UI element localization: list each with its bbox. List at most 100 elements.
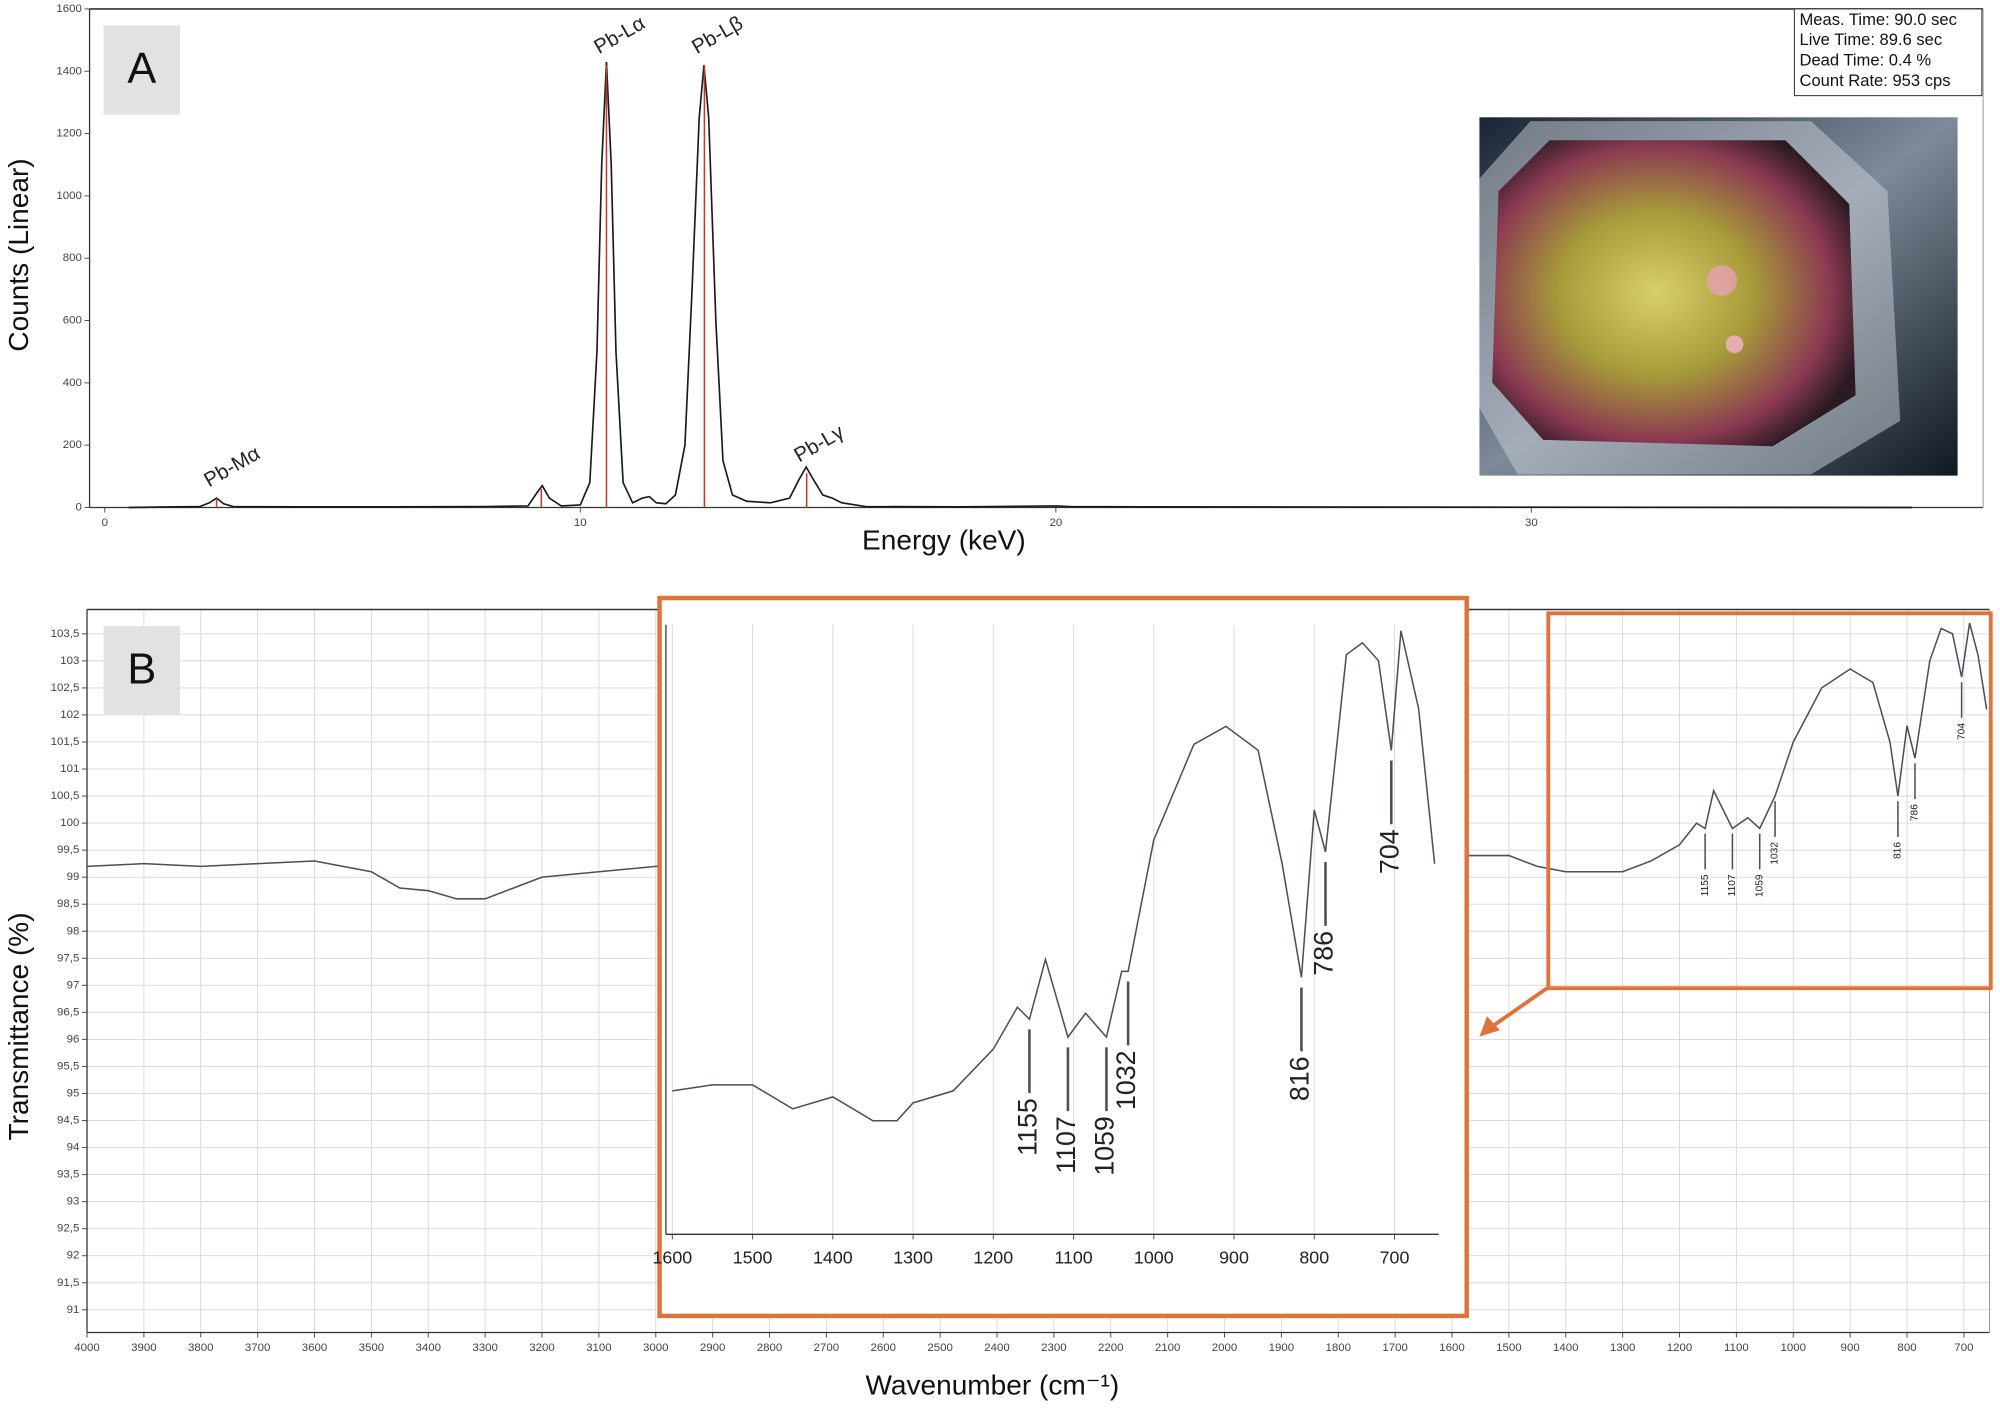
x-tick-label: 2800 [757, 1342, 783, 1354]
y-tick-label: 99 [67, 871, 80, 883]
x-tick-label: 2700 [814, 1342, 840, 1354]
peak-label: 1032 [1770, 842, 1781, 865]
x-tick-label: 2900 [700, 1342, 726, 1354]
x-tick-label: 1600 [652, 1247, 692, 1267]
peak-label: Pb-Lα [590, 12, 649, 59]
x-tick-label: 10 [574, 517, 587, 529]
x-tick-label: 900 [1841, 1342, 1860, 1354]
peak-label: 1107 [1051, 1116, 1081, 1174]
info-text: Dead Time: 0.4 % [1799, 51, 1931, 70]
y-tick-label: 92 [67, 1250, 80, 1262]
peak-label: 786 [1910, 804, 1921, 821]
x-tick-label: 3100 [586, 1342, 612, 1354]
y-tick-label: 200 [63, 439, 82, 451]
x-tick-label: 1400 [813, 1247, 853, 1267]
photo-highlight [1725, 335, 1744, 354]
x-tick-label: 800 [1897, 1342, 1916, 1354]
x-tick-label: 1200 [973, 1247, 1013, 1267]
x-tick-label: 2300 [1041, 1342, 1067, 1354]
y-tick-label: 0 [76, 502, 82, 514]
y-tick-label: 103,5 [51, 628, 80, 640]
info-box [1793, 8, 1983, 97]
photo-gem [1492, 140, 1856, 447]
y-tick-label: 97,5 [57, 952, 79, 964]
peak-label: Pb-Lγ [791, 421, 849, 467]
y-tick-label: 91 [67, 1304, 80, 1316]
y-tick-label: 93 [67, 1196, 80, 1208]
y-tick-label: 1200 [56, 128, 82, 140]
x-tick-label: 1200 [1667, 1342, 1693, 1354]
zoom-arrow [1491, 986, 1549, 1029]
y-tick-label: 91,5 [57, 1277, 79, 1289]
peak-label: 1155 [1700, 874, 1711, 896]
y-tick-label: 93,5 [57, 1169, 79, 1181]
x-tick-label: 700 [1380, 1247, 1410, 1267]
x-axis-title: Wavenumber (cm⁻¹) [865, 1370, 1119, 1401]
peak-label: Pb-Mα [201, 442, 265, 491]
x-tick-label: 3500 [359, 1342, 385, 1354]
y-tick-label: 1000 [56, 190, 82, 202]
peak-label: 704 [1956, 723, 1967, 740]
x-tick-label: 3900 [131, 1342, 157, 1354]
x-tick-label: 1300 [1610, 1342, 1636, 1354]
y-tick-label: 600 [63, 315, 82, 327]
peak-label: 1032 [1111, 1050, 1141, 1110]
y-tick-label: 400 [63, 377, 82, 389]
x-tick-label: 2100 [1155, 1342, 1181, 1354]
series-line [86, 622, 1988, 900]
x-tick-label: 3800 [188, 1342, 214, 1354]
x-tick-label: 2000 [1212, 1342, 1238, 1354]
series-line [128, 61, 1912, 509]
y-tick-label: 800 [63, 252, 82, 264]
y-tick-label: 103 [60, 655, 79, 667]
x-tick-label: 1600 [1439, 1342, 1465, 1354]
y-tick-label: 96 [67, 1033, 80, 1045]
inset-frame [657, 595, 1469, 1319]
zoom-arrowhead [1479, 1016, 1500, 1037]
x-tick-label: 3200 [529, 1342, 555, 1354]
y-tick-label: 95,5 [57, 1060, 79, 1072]
y-tick-label: 97 [67, 979, 80, 991]
peak-label: 1059 [1754, 874, 1765, 897]
peak-label: Pb-Lβ [688, 12, 746, 58]
y-tick-label: 98,5 [57, 898, 79, 910]
panel-label: A [127, 45, 156, 93]
panel-label: B [127, 645, 156, 693]
x-tick-label: 1900 [1269, 1342, 1295, 1354]
info-text: Count Rate: 953 cps [1799, 71, 1950, 90]
peak-label: 1107 [1727, 874, 1738, 896]
panel-label-box [103, 25, 181, 115]
x-tick-label: 1400 [1553, 1342, 1579, 1354]
x-tick-label: 1500 [1496, 1342, 1522, 1354]
x-tick-label: 4000 [74, 1342, 100, 1354]
x-tick-label: 20 [1049, 517, 1062, 529]
y-tick-label: 102,5 [51, 682, 80, 694]
photo-highlight [1706, 265, 1738, 296]
series-line [672, 630, 1436, 1122]
y-tick-label: 102 [60, 709, 79, 721]
x-tick-label: 800 [1299, 1247, 1329, 1267]
x-tick-label: 700 [1954, 1342, 1973, 1354]
x-tick-label: 1500 [733, 1247, 773, 1267]
x-tick-label: 1100 [1724, 1342, 1749, 1354]
y-tick-label: 1600 [56, 3, 82, 15]
y-tick-label: 92,5 [57, 1223, 79, 1235]
x-tick-label: 2600 [871, 1342, 897, 1354]
x-tick-label: 3400 [416, 1342, 442, 1354]
x-tick-label: 900 [1219, 1247, 1249, 1267]
x-tick-label: 30 [1525, 517, 1538, 529]
y-tick-label: 98 [67, 925, 80, 937]
peak-label: 816 [1285, 1056, 1315, 1101]
panel-label-box [103, 626, 181, 716]
info-text: Meas. Time: 90.0 sec [1799, 10, 1956, 29]
y-tick-label: 95 [67, 1088, 80, 1100]
y-tick-label: 101,5 [51, 736, 80, 748]
photo [1479, 117, 1958, 476]
x-tick-label: 3600 [302, 1342, 328, 1354]
x-tick-label: 1000 [1781, 1342, 1807, 1354]
info-text: Live Time: 89.6 sec [1799, 30, 1942, 49]
x-tick-label: 1700 [1382, 1342, 1408, 1354]
y-tick-label: 1400 [56, 65, 82, 77]
x-axis-title: Energy (keV) [862, 524, 1026, 555]
